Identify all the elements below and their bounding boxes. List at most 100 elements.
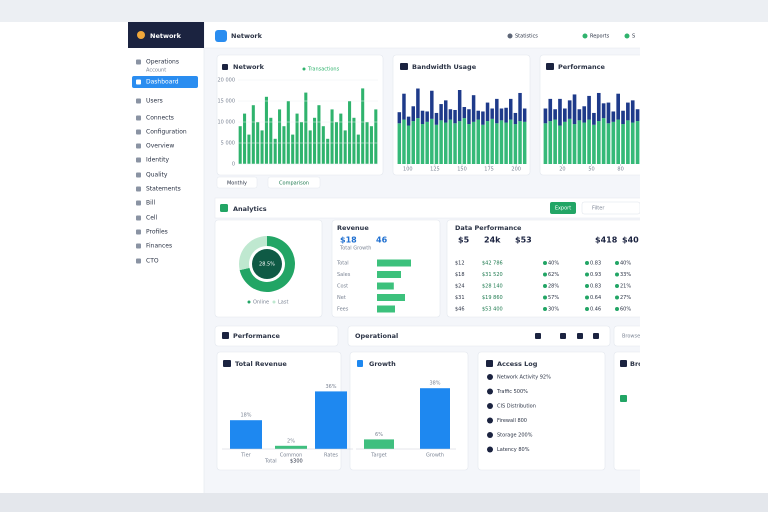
nav-icon	[136, 98, 141, 104]
nav-item[interactable]: Configuration	[146, 129, 187, 136]
bar	[339, 113, 343, 164]
bar-segment	[596, 92, 601, 122]
x-tick-label: 80	[617, 167, 623, 173]
card-title: Bandwidth Usage	[412, 63, 477, 71]
toolbar-icon[interactable]	[560, 333, 566, 339]
section-icon	[222, 332, 229, 339]
card-title: Total Revenue	[235, 360, 287, 368]
card-icon	[620, 360, 627, 367]
nav-item[interactable]: Profiles	[146, 229, 168, 236]
topbar	[204, 22, 640, 48]
nav-item[interactable]: Overview	[146, 143, 174, 150]
action[interactable]: Statistics	[515, 34, 538, 40]
x-tick-label: 200	[511, 167, 521, 173]
bar-segment	[553, 109, 557, 120]
tab[interactable]	[216, 176, 258, 189]
log-item[interactable]: Firewall 800	[497, 418, 527, 424]
log-item[interactable]: Traffic 500%	[496, 389, 528, 395]
action[interactable]: Reports	[590, 34, 610, 40]
bar-segment	[420, 124, 425, 164]
subtitle: Total Growth	[339, 246, 371, 252]
bar	[251, 105, 255, 164]
bar-segment	[567, 100, 572, 119]
nav-icon	[136, 143, 141, 149]
card	[477, 351, 606, 471]
cell: $12	[455, 261, 465, 267]
bar	[243, 113, 247, 164]
value-label: 2%	[287, 438, 295, 444]
bar-segment	[467, 109, 471, 125]
bar-segment	[621, 110, 625, 125]
bar-segment	[406, 116, 411, 126]
status-dot	[585, 261, 589, 265]
stat: 46	[376, 236, 388, 245]
x-tick-label: Tier	[240, 453, 251, 459]
log-item[interactable]: CIS Distribution	[497, 404, 536, 410]
brand-name: Network	[150, 32, 182, 40]
cell: 0.83	[590, 284, 601, 290]
bar-segment	[635, 109, 640, 122]
bar-segment	[495, 98, 499, 124]
page-title: Network	[231, 32, 263, 40]
bar-segment	[518, 92, 522, 122]
y-tick-label: 10 000	[218, 120, 236, 126]
card-title: Revenue	[337, 224, 369, 232]
bar-segment	[471, 95, 476, 122]
hbar	[377, 271, 401, 278]
bar-segment	[444, 122, 448, 164]
hbar	[377, 294, 405, 301]
action-icon	[582, 33, 588, 39]
nav-item[interactable]: Connects	[146, 115, 174, 122]
cell: $31	[455, 295, 465, 301]
bar-segment	[439, 120, 443, 164]
nav-item[interactable]: Quality	[146, 172, 168, 179]
nav-icon	[136, 129, 141, 135]
nav-item[interactable]: Operations	[146, 59, 179, 66]
nav-item[interactable]: Finances	[146, 243, 172, 250]
bar-segment	[448, 109, 453, 120]
cell: 0.83	[590, 261, 601, 267]
tab[interactable]	[267, 176, 321, 189]
export-button[interactable]	[550, 202, 576, 214]
brand-logo	[137, 31, 145, 39]
log-icon	[487, 432, 493, 438]
bar-segment	[420, 110, 425, 125]
filter-input[interactable]	[581, 201, 640, 215]
bar	[420, 388, 450, 449]
bar-segment	[572, 94, 577, 125]
nav-item[interactable]: Account	[146, 68, 166, 74]
action[interactable]: S	[632, 34, 635, 40]
bar-segment	[481, 111, 485, 125]
nav-item[interactable]: CTO	[146, 258, 159, 265]
nav-item[interactable]: Statements	[146, 186, 181, 193]
bar-segment	[548, 121, 553, 164]
bar	[343, 130, 347, 164]
action-icon	[507, 33, 513, 39]
log-item[interactable]: Network Activity 92%	[497, 375, 551, 381]
app: Network Operations Account Dashboard Users Co…	[128, 22, 640, 493]
card	[613, 325, 640, 347]
log-item[interactable]: Latency 80%	[497, 447, 530, 453]
nav-item[interactable]: Bill	[146, 200, 155, 207]
log-item[interactable]: Storage 200%	[497, 433, 533, 439]
x-tick-label: 20	[559, 167, 565, 173]
toolbar-icon[interactable]	[577, 333, 583, 339]
cell: 33%	[620, 272, 631, 278]
bar-segment	[411, 121, 415, 164]
nav-item[interactable]: Users	[146, 98, 163, 105]
bar-segment	[402, 93, 406, 120]
nav-item[interactable]: Dashboard	[146, 79, 179, 86]
x-tick-label: 175	[484, 167, 494, 173]
toolbar-icon[interactable]	[593, 333, 599, 339]
nav-icon	[136, 215, 141, 221]
bar-segment	[563, 121, 567, 164]
card-title: Network	[233, 63, 265, 71]
bar	[264, 96, 268, 164]
nav-item[interactable]: Cell	[146, 215, 158, 222]
nav-icon	[136, 59, 141, 65]
card-icon	[222, 64, 228, 70]
bar-segment	[611, 111, 616, 122]
nav-item[interactable]: Identity	[146, 157, 169, 164]
toolbar-icon[interactable]	[535, 333, 541, 339]
donut-center	[252, 249, 282, 279]
